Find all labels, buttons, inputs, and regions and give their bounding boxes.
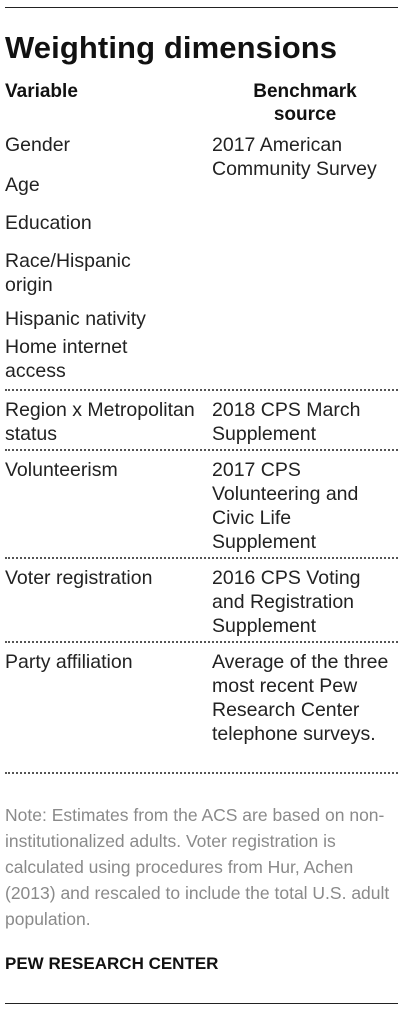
source-acs: 2017 American Community Survey	[212, 134, 377, 180]
header-benchmark-source: Benchmark source	[253, 81, 357, 125]
variable-race-hispanic-origin: Race/Hispanic origin	[5, 250, 131, 296]
row-separator	[5, 449, 398, 451]
row-separator	[5, 389, 398, 391]
variable-age: Age	[5, 174, 40, 196]
source-cps-voting: 2016 CPS Voting and Registration Supplem…	[212, 567, 361, 637]
page-title: Weighting dimensions	[5, 30, 338, 65]
footnote: Note: Estimates from the ACS are based o…	[5, 805, 390, 929]
top-rule	[5, 7, 398, 8]
source-cps-volunteering: 2017 CPS Volunteering and Civic Life Sup…	[212, 459, 359, 553]
variable-volunteerism: Volunteerism	[5, 459, 118, 481]
variable-gender: Gender	[5, 134, 71, 156]
variable-region-metropolitan: Region x Metropolitan status	[5, 399, 195, 445]
bottom-rule	[5, 1003, 398, 1004]
variable-voter-registration: Voter registration	[5, 567, 153, 589]
source-cps-march: 2018 CPS March Supplement	[212, 399, 361, 445]
variable-hispanic-nativity: Hispanic nativity	[5, 308, 146, 330]
row-separator	[5, 557, 398, 559]
header-variable: Variable	[5, 81, 78, 102]
source-pew-telephone: Average of the three most recent Pew Res…	[212, 651, 389, 745]
row-separator	[5, 772, 398, 774]
variable-home-internet-access: Home internet access	[5, 336, 128, 382]
row-separator	[5, 641, 398, 643]
variable-party-affiliation: Party affiliation	[5, 651, 133, 673]
source-credit: PEW RESEARCH CENTER	[5, 954, 219, 973]
variable-education: Education	[5, 212, 92, 234]
